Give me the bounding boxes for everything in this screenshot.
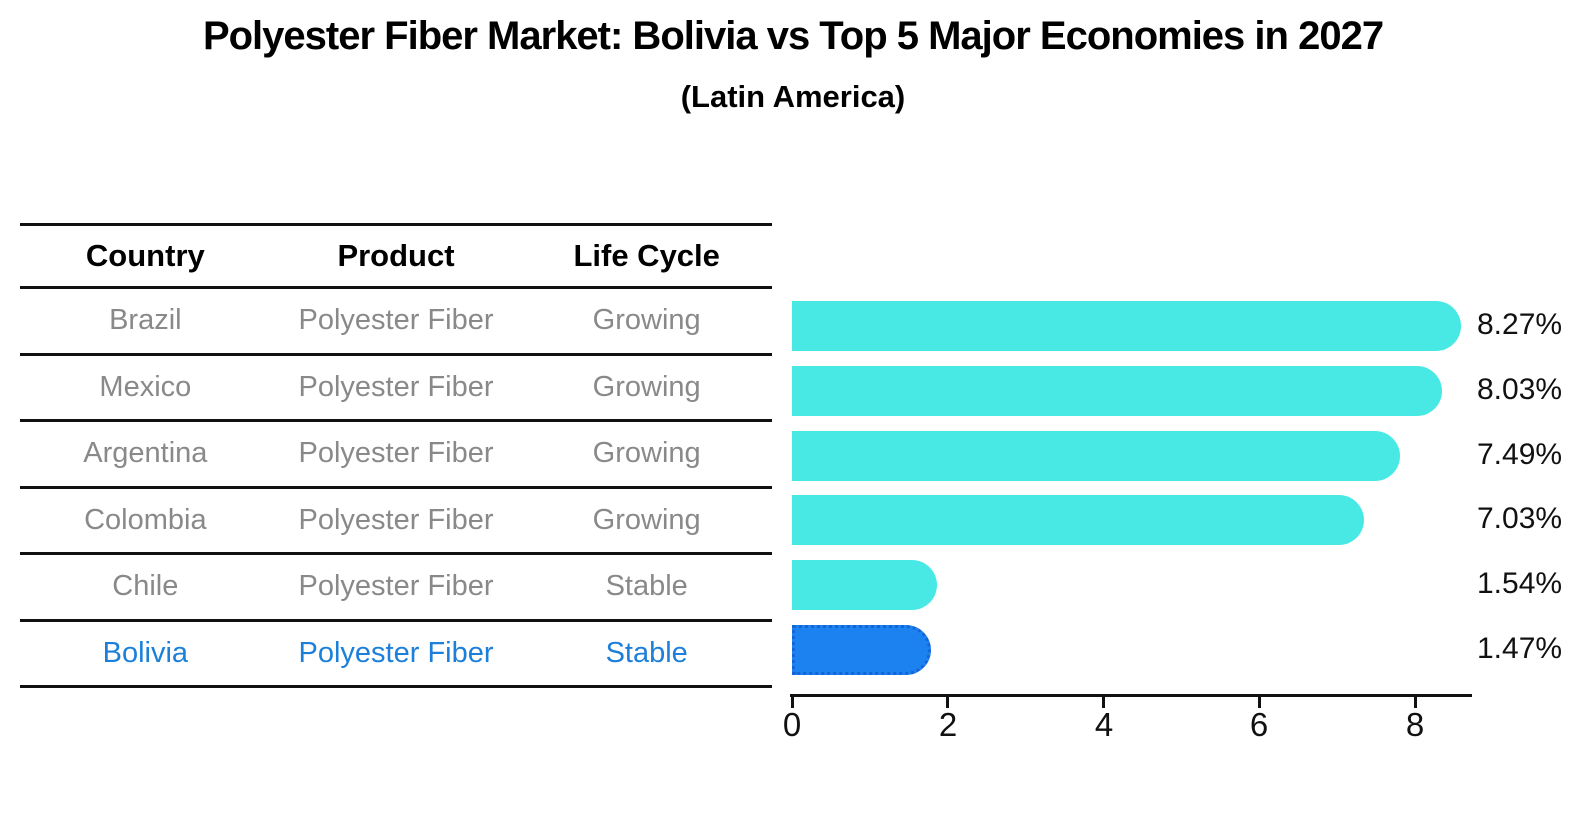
cell-product: Polyester Fiber — [298, 503, 494, 536]
bar-value-label: 8.27% — [1477, 308, 1563, 341]
bar-chile — [792, 560, 937, 610]
bar-brazil — [792, 301, 1461, 351]
header-product: Product — [337, 238, 455, 273]
table-row-argentina: Argentina Polyester Fiber Growing — [20, 422, 772, 489]
bar-mexico — [792, 366, 1442, 416]
cell-life-cycle: Growing — [592, 503, 701, 536]
x-axis-tick — [1414, 697, 1417, 708]
bar-bolivia — [792, 625, 931, 675]
x-axis-tick — [1102, 697, 1105, 708]
x-axis-tick-label: 2 — [938, 706, 958, 743]
table-body: Brazil Polyester Fiber Growing Mexico Polyes… — [20, 289, 772, 688]
cell-country: Argentina — [83, 437, 208, 470]
bar-value-label: 7.03% — [1477, 502, 1563, 535]
x-axis-tick — [791, 697, 794, 708]
cell-country: Bolivia — [102, 636, 189, 669]
header-life-cycle: Life Cycle — [573, 238, 720, 273]
cell-life-cycle: Growing — [592, 370, 701, 403]
cell-country: Chile — [112, 570, 179, 603]
cell-country: Mexico — [99, 370, 192, 403]
cell-product: Polyester Fiber — [298, 304, 494, 337]
x-axis-tick-label: 0 — [782, 706, 802, 743]
table-header: Country Product Life Cycle — [20, 223, 772, 289]
table-row-bolivia: Bolivia Polyester Fiber Stable — [20, 622, 772, 688]
cell-life-cycle: Growing — [592, 304, 701, 337]
bar-value-label: 1.47% — [1477, 632, 1563, 665]
table-row-chile: Chile Polyester Fiber Stable — [20, 555, 772, 622]
chart-title: Polyester Fiber Market: Bolivia vs Top 5… — [202, 14, 1384, 58]
table-row-colombia: Colombia Polyester Fiber Growing — [20, 489, 772, 555]
table-row-brazil: Brazil Polyester Fiber Growing — [20, 289, 772, 356]
table-row-mexico: Mexico Polyester Fiber Growing — [20, 356, 772, 422]
bar-value-label: 8.03% — [1477, 373, 1563, 406]
cell-product: Polyester Fiber — [298, 370, 494, 403]
country-table: Country Product Life Cycle Brazil Polyest… — [20, 223, 772, 688]
cell-life-cycle: Stable — [605, 636, 688, 669]
cell-product: Polyester Fiber — [298, 437, 494, 470]
cell-country: Colombia — [84, 503, 207, 536]
bar-value-label: 1.54% — [1477, 567, 1563, 600]
cell-life-cycle: Growing — [592, 437, 701, 470]
cell-country: Brazil — [109, 304, 182, 337]
bar-argentina — [792, 431, 1400, 481]
x-axis-tick — [946, 697, 949, 708]
x-axis-tick-label: 4 — [1094, 706, 1114, 743]
header-country: Country — [85, 238, 205, 273]
x-axis-line — [790, 694, 1472, 697]
chart-subtitle: (Latin America) — [680, 79, 906, 114]
x-axis-tick-label: 8 — [1405, 706, 1425, 743]
cell-product: Polyester Fiber — [298, 570, 494, 603]
bar-value-label: 7.49% — [1477, 438, 1563, 471]
bar-colombia — [792, 495, 1364, 545]
x-axis-tick-label: 6 — [1249, 706, 1269, 743]
x-axis-tick — [1258, 697, 1261, 708]
cell-product: Polyester Fiber — [298, 636, 494, 669]
cell-life-cycle: Stable — [605, 570, 688, 603]
